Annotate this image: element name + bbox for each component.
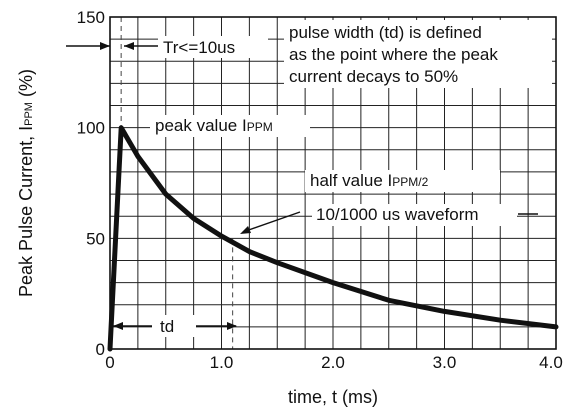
tr-left-arrowhead [100, 42, 110, 50]
plot-frame [109, 16, 557, 350]
pulse-width-note-line-1: pulse width (td) is defined [289, 23, 482, 42]
x-tick-label: 4.0 [539, 353, 563, 372]
dashed-markers [120, 17, 234, 349]
x-tick-label: 1.0 [210, 353, 234, 372]
peak-label-box [150, 115, 310, 137]
y-tick-label: 100 [77, 119, 105, 138]
td-left-arrowhead [113, 322, 123, 330]
peak-value-label: peak value IPPM [155, 116, 273, 135]
td-right-arrowhead [227, 322, 237, 330]
pulse-width-note-line-3: current decays to 50% [289, 67, 458, 86]
tr-right-arrowhead [124, 42, 134, 50]
td-label: td [160, 317, 174, 336]
pulse-width-note-line-2: as the point where the peak [289, 45, 498, 64]
waveform-series-line [107, 125, 559, 352]
half-label-box [305, 170, 500, 192]
tr-label-box [158, 36, 268, 58]
y-axis-title: Peak Pulse Current, IPPM (%) [16, 69, 36, 297]
x-axis-title: time, t (ms) [288, 387, 378, 407]
waveform-label-box [312, 204, 517, 226]
x-tick-label: 3.0 [433, 353, 457, 372]
tr-label: Tr<=10us [163, 38, 235, 57]
half-value-label: half value IPPM/2 [310, 171, 429, 190]
pulse-width-note-box [284, 20, 552, 88]
x-tick-label: 2.0 [321, 353, 345, 372]
waveform-arrowhead [240, 226, 251, 234]
x-tick-label: 0 [105, 353, 114, 372]
tick-labels: 0 1.0 2.0 3.0 4.0 0 50 100 150 [77, 8, 563, 372]
waveform-label: 10/1000 us waveform [316, 205, 479, 224]
y-tick-label: 0 [96, 340, 105, 359]
waveform-leader-line [242, 211, 301, 233]
y-tick-label: 50 [86, 229, 105, 248]
y-tick-label: 150 [77, 8, 105, 27]
td-label-box [152, 315, 196, 337]
